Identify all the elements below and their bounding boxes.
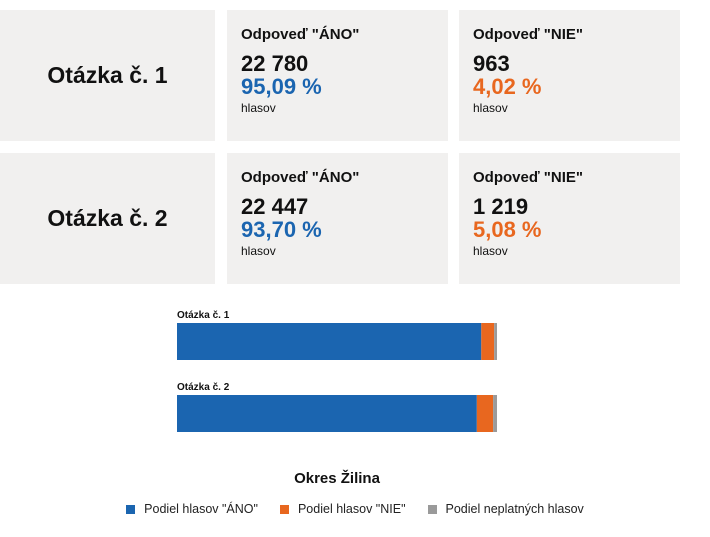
category-label: Otázka č. 1 xyxy=(177,310,230,321)
vote-percent: 93,70 % xyxy=(241,217,322,242)
legend-label-no: Podiel hlasov "NIE" xyxy=(297,502,406,516)
question-card-2: Otázka č. 2 xyxy=(0,153,215,284)
answer-heading: Odpoveď "ÁNO" xyxy=(241,26,360,43)
answer-card-yes-2: Odpoveď "ÁNO" 22 447 93,70 % hlasov xyxy=(227,153,448,284)
bar-segment-yes xyxy=(177,323,482,360)
bar-segment-no xyxy=(476,395,494,432)
question-card-1: Otázka č. 1 xyxy=(0,10,215,141)
answer-card-no-2: Odpoveď "NIE" 1 219 5,08 % hlasov xyxy=(459,153,680,284)
legend-item-invalid: Podiel neplatných hlasov xyxy=(427,502,584,516)
vote-count: 963 xyxy=(473,51,510,76)
legend-swatch-yes xyxy=(126,504,136,514)
legend-swatch-no xyxy=(279,504,289,514)
question-title: Otázka č. 2 xyxy=(47,205,168,231)
question-title: Otázka č. 1 xyxy=(47,62,168,88)
legend-label-invalid: Podiel neplatných hlasov xyxy=(445,502,584,516)
answer-card-yes-1: Odpoveď "ÁNO" 22 780 95,09 % hlasov xyxy=(227,10,448,141)
answer-heading: Odpoveď "NIE" xyxy=(473,169,584,186)
answer-heading: Odpoveď "NIE" xyxy=(473,26,584,43)
answer-card-no-1: Odpoveď "NIE" 963 4,02 % hlasov xyxy=(459,10,680,141)
bar-segment-no xyxy=(481,323,495,360)
category-label: Otázka č. 2 xyxy=(177,382,230,393)
legend-swatch-invalid xyxy=(427,504,437,514)
vote-percent: 5,08 % xyxy=(473,217,542,242)
vote-percent: 95,09 % xyxy=(241,74,322,99)
vote-unit: hlasov xyxy=(473,244,508,258)
vote-unit: hlasov xyxy=(241,244,276,258)
answer-heading: Odpoveď "ÁNO" xyxy=(241,169,360,186)
legend-item-no: Podiel hlasov "NIE" xyxy=(279,502,406,516)
vote-count: 22 447 xyxy=(241,194,309,219)
vote-percent: 4,02 % xyxy=(473,74,542,99)
vote-count: 1 219 xyxy=(473,194,529,219)
legend-label-yes: Podiel hlasov "ÁNO" xyxy=(144,502,258,516)
bar-segment-yes xyxy=(177,395,477,432)
legend-item-yes: Podiel hlasov "ÁNO" xyxy=(126,502,258,516)
vote-unit: hlasov xyxy=(241,101,276,115)
bar-segment-invalid xyxy=(494,323,497,360)
vote-unit: hlasov xyxy=(473,101,508,115)
chart-title: Okres Žilina xyxy=(294,469,381,487)
chart-legend: Podiel hlasov "ÁNO" Podiel hlasov "NIE" … xyxy=(0,502,710,516)
vote-count: 22 780 xyxy=(241,51,309,76)
bar-segment-invalid xyxy=(493,395,497,432)
